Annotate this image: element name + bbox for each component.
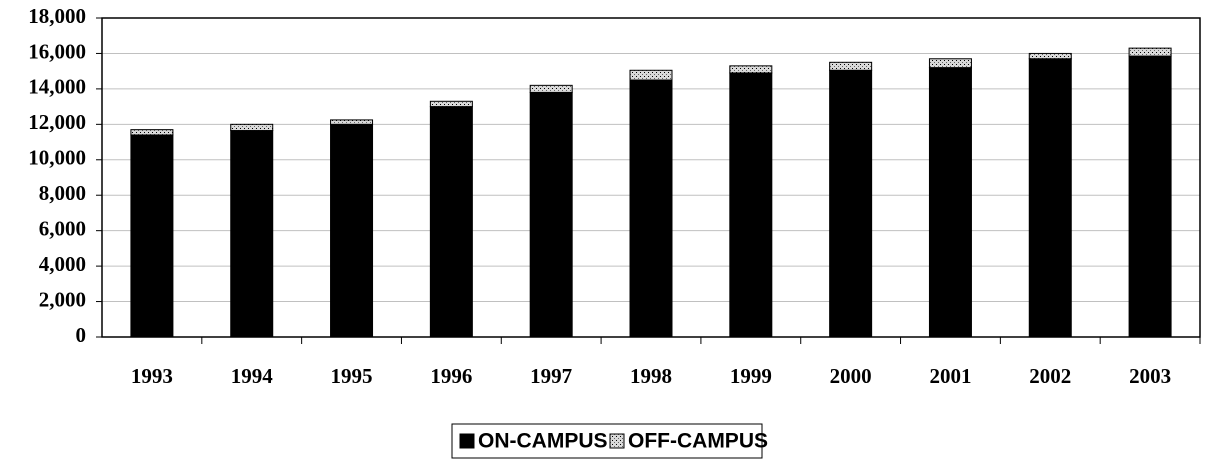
x-tick-label: 1999 (730, 364, 772, 388)
y-tick-label: 2,000 (39, 287, 86, 311)
bar-segment (1128, 55, 1172, 338)
y-tick-label: 0 (76, 323, 87, 347)
legend-box (451, 423, 763, 459)
x-tick-label: 1993 (131, 364, 173, 388)
bar-segment (729, 65, 773, 74)
x-tick-label: 2001 (929, 364, 971, 388)
bar-segment (928, 67, 972, 338)
bar-segment (230, 123, 274, 132)
bar-segment (629, 69, 673, 81)
bar-segment (529, 84, 573, 93)
y-tick-label: 8,000 (39, 181, 86, 205)
x-tick-label: 2002 (1029, 364, 1071, 388)
x-tick-label: 1998 (630, 364, 672, 388)
bar-segment (729, 72, 773, 338)
bar-segment (330, 119, 374, 125)
x-tick-label: 2000 (830, 364, 872, 388)
x-tick-label: 1997 (530, 364, 572, 388)
bar-segment (529, 91, 573, 338)
x-tick-label: 1994 (231, 364, 274, 388)
bar-segment (429, 106, 473, 338)
bar-segment (230, 130, 274, 338)
bar-segment (429, 100, 473, 108)
x-tick-label: 1995 (331, 364, 373, 388)
x-tick-label: 1996 (430, 364, 472, 388)
bar-segment (1028, 58, 1072, 338)
bar-segment (829, 61, 873, 71)
legend-swatch (609, 433, 625, 449)
y-tick-label: 14,000 (28, 75, 86, 99)
bar-segment (330, 123, 374, 338)
bar-segment (629, 79, 673, 338)
y-tick-label: 6,000 (39, 216, 86, 240)
y-tick-label: 12,000 (28, 110, 86, 134)
y-tick-label: 16,000 (28, 39, 86, 63)
y-tick-label: 10,000 (28, 146, 86, 170)
legend-swatch (459, 433, 475, 449)
bar-segment (1028, 52, 1072, 60)
legend-label: OFF-CAMPUS (628, 430, 768, 453)
bar-segment (130, 134, 174, 338)
legend-label: ON-CAMPUS (478, 430, 608, 453)
bar-segment (1128, 47, 1172, 57)
x-tick-label: 2003 (1129, 364, 1171, 388)
y-tick-label: 4,000 (39, 252, 86, 276)
bar-segment (130, 129, 174, 136)
bar-segment (928, 58, 972, 69)
y-tick-label: 18,000 (28, 4, 86, 28)
bar-segment (829, 69, 873, 338)
